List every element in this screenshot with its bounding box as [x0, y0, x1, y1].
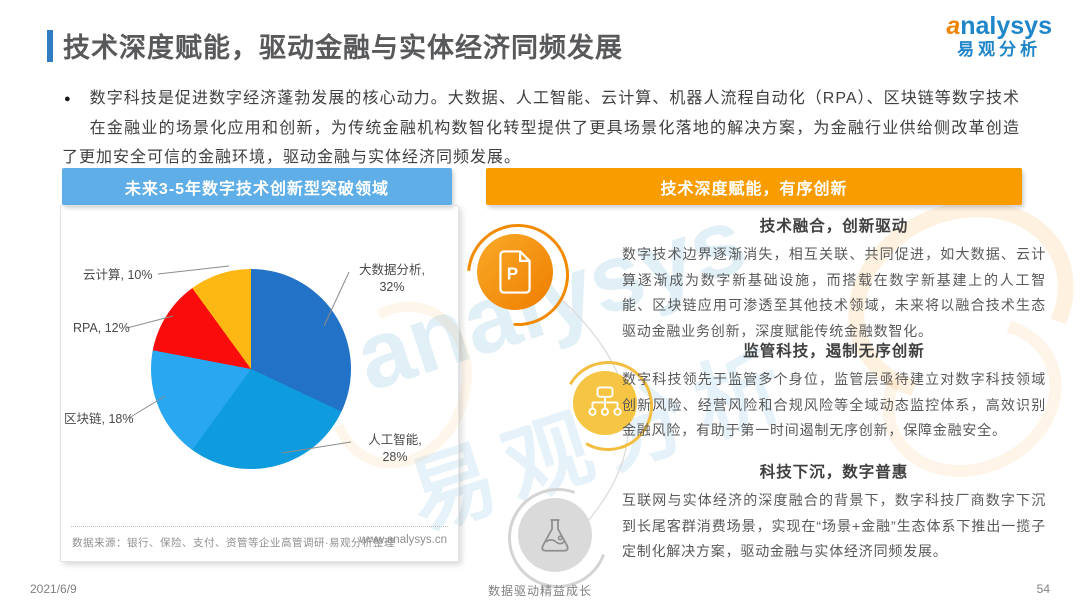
right-section-header: 技术深度赋能，有序创新	[486, 168, 1022, 205]
section-regtech: 监管科技，遏制无序创新 数字科技领先于监管多个身位，监管层亟待建立对数字科技领域…	[622, 339, 1046, 444]
section-title: 技术融合，创新驱动	[759, 218, 909, 235]
section-body: 数字科技领先于监管多个身位，监管层亟待建立对数字科技领域创新风险、经营风险和合规…	[622, 371, 1046, 438]
chart-panel: 云计算, 10% RPA, 12% 区块链, 18% 大数据分析, 32% 人工…	[60, 205, 459, 562]
pie-label-ai-pct: 28%	[382, 450, 408, 464]
source-note: 数据来源：银行、保险、支付、资管等企业高管调研·易观分析整理	[72, 537, 395, 549]
pie-chart	[151, 269, 351, 469]
svg-text:P: P	[507, 264, 518, 284]
document-p-icon: P	[477, 234, 553, 310]
pie-label-rpa: RPA, 12%	[73, 321, 130, 335]
analysys-logo: analysys 易观分析	[946, 13, 1052, 59]
sitemap-icon	[573, 371, 637, 435]
pie-label-ai: 人工智能, 28%	[353, 432, 437, 466]
pie-label-bigdata-pct: 32%	[379, 280, 405, 294]
pie-label-blockchain: 区块链, 18%	[64, 412, 134, 426]
footer-page-number: 54	[1036, 582, 1050, 596]
pie-label-bigdata-name: 大数据分析,	[359, 263, 425, 277]
logo-brand-rest: nalysys	[960, 12, 1052, 40]
section-tech-fusion: 技术融合，创新驱动 数字技术边界逐渐消失，相互关联、共同促进，如大数据、云计算逐…	[622, 214, 1046, 344]
footer-date: 2021/6/9	[30, 582, 77, 596]
section-body: 数字技术边界逐渐消失，相互关联、共同促进，如大数据、云计算逐渐成为数字新基础设施…	[622, 246, 1046, 339]
section-title: 科技下沉，数字普惠	[759, 464, 909, 481]
left-section-header: 未来3-5年数字技术创新型突破领域	[62, 168, 452, 205]
flask-icon	[518, 498, 592, 572]
bullet-icon: ●	[64, 93, 72, 105]
section-title: 监管科技，遏制无序创新	[743, 343, 925, 360]
source-divider	[71, 526, 448, 527]
intro-paragraph: ● 数字科技是促进数字经济蓬勃发展的核心动力。大数据、人工智能、云计算、机器人流…	[62, 84, 1020, 173]
logo-cn-name: 易观分析	[957, 40, 1042, 60]
pie-label-ai-name: 人工智能,	[368, 433, 422, 447]
logo-wordmark: analysys	[946, 13, 1052, 39]
pie-label-bigdata: 大数据分析, 32%	[347, 262, 437, 296]
section-body: 互联网与实体经济的深度融合的背景下，数字科技厂商数字下沉到长尾客群消费场景，实现…	[622, 492, 1046, 559]
logo-swirl-icon: a	[946, 12, 961, 40]
intro-text: 数字科技是促进数字经济蓬勃发展的核心动力。大数据、人工智能、云计算、机器人流程自…	[62, 90, 1020, 166]
title-accent-bar	[47, 30, 53, 62]
footer-slogan: 数据驱动精益成长	[487, 584, 592, 598]
website-link[interactable]: www.analysys.cn	[359, 534, 447, 546]
pie-label-cloud: 云计算, 10%	[83, 268, 153, 282]
page-title: 技术深度赋能，驱动金融与实体经济同频发展	[63, 33, 623, 63]
pie-leader-lines	[126, 265, 352, 454]
section-tech-inclusion: 科技下沉，数字普惠 互联网与实体经济的深度融合的背景下，数字科技厂商数字下沉到长…	[622, 460, 1046, 565]
